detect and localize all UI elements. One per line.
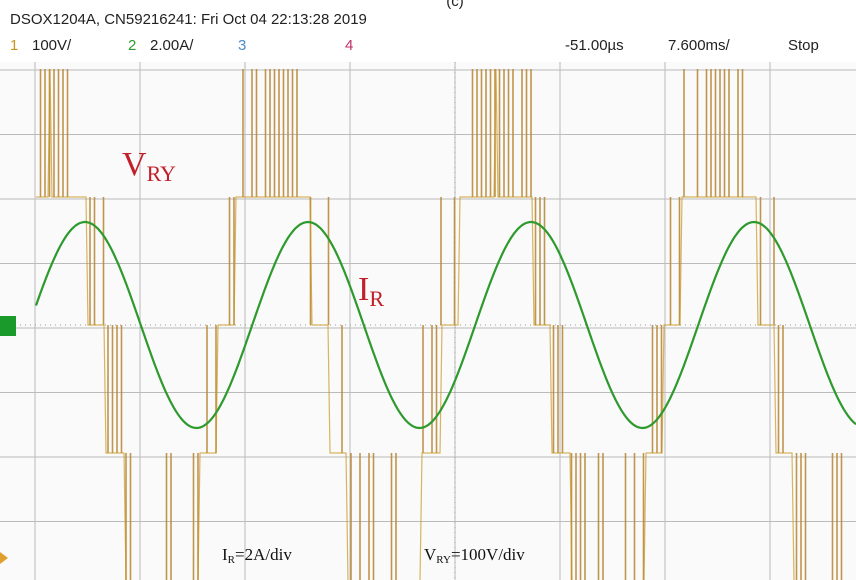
label-sub: RY xyxy=(436,554,451,566)
label-rest: =2A/div xyxy=(235,545,292,564)
plot-area xyxy=(0,62,856,580)
channel-number: 1 xyxy=(10,37,18,54)
label-sub: R xyxy=(369,286,384,311)
delay: -51.00µs xyxy=(565,37,624,54)
scope-title: DSOX1204A, CN59216241: Fri Oct 04 22:13:… xyxy=(10,11,367,28)
channel-scale: 100V/ xyxy=(32,37,72,54)
channel-number: 3 xyxy=(238,37,246,54)
scope-screen: (c) DSOX1204A, CN59216241: Fri Oct 04 22… xyxy=(0,0,856,580)
channel-number: 2 xyxy=(128,37,136,54)
status: Stop xyxy=(788,37,819,54)
channel-scale: 2.00A/ xyxy=(150,37,194,54)
label-rest: =100V/div xyxy=(451,545,525,564)
page: (c) DSOX1204A, CN59216241: Fri Oct 04 22… xyxy=(0,0,856,580)
label-main: V xyxy=(122,146,147,183)
label-sub: RY xyxy=(147,161,176,186)
channel-marker xyxy=(0,316,16,336)
caption: (c) xyxy=(446,0,464,10)
label-main: I xyxy=(358,271,369,308)
channel-number: 4 xyxy=(345,37,353,54)
timebase: 7.600ms/ xyxy=(668,37,731,54)
label-main: V xyxy=(424,545,437,564)
